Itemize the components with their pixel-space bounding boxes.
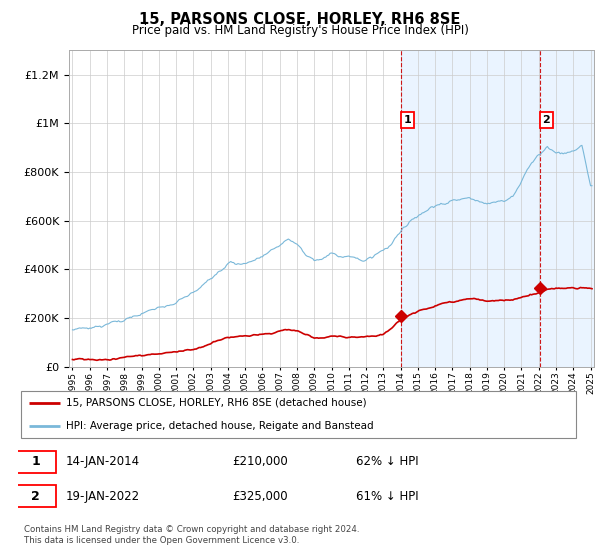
FancyBboxPatch shape (21, 391, 577, 437)
Text: 62% ↓ HPI: 62% ↓ HPI (356, 455, 419, 469)
Text: Price paid vs. HM Land Registry's House Price Index (HPI): Price paid vs. HM Land Registry's House … (131, 24, 469, 37)
Text: HPI: Average price, detached house, Reigate and Banstead: HPI: Average price, detached house, Reig… (66, 421, 374, 431)
Text: £325,000: £325,000 (232, 489, 288, 503)
Text: 2: 2 (31, 489, 40, 503)
Text: 61% ↓ HPI: 61% ↓ HPI (356, 489, 419, 503)
Text: 19-JAN-2022: 19-JAN-2022 (66, 489, 140, 503)
Text: 15, PARSONS CLOSE, HORLEY, RH6 8SE (detached house): 15, PARSONS CLOSE, HORLEY, RH6 8SE (deta… (66, 398, 367, 408)
Text: £210,000: £210,000 (232, 455, 288, 469)
Text: Contains HM Land Registry data © Crown copyright and database right 2024.
This d: Contains HM Land Registry data © Crown c… (24, 525, 359, 545)
Text: 1: 1 (404, 115, 412, 125)
Text: 1: 1 (31, 455, 40, 469)
Text: 15, PARSONS CLOSE, HORLEY, RH6 8SE: 15, PARSONS CLOSE, HORLEY, RH6 8SE (139, 12, 461, 27)
FancyBboxPatch shape (15, 485, 56, 507)
Text: 2: 2 (542, 115, 550, 125)
Text: 14-JAN-2014: 14-JAN-2014 (66, 455, 140, 469)
FancyBboxPatch shape (15, 451, 56, 473)
Bar (401, 50, 596, 367)
